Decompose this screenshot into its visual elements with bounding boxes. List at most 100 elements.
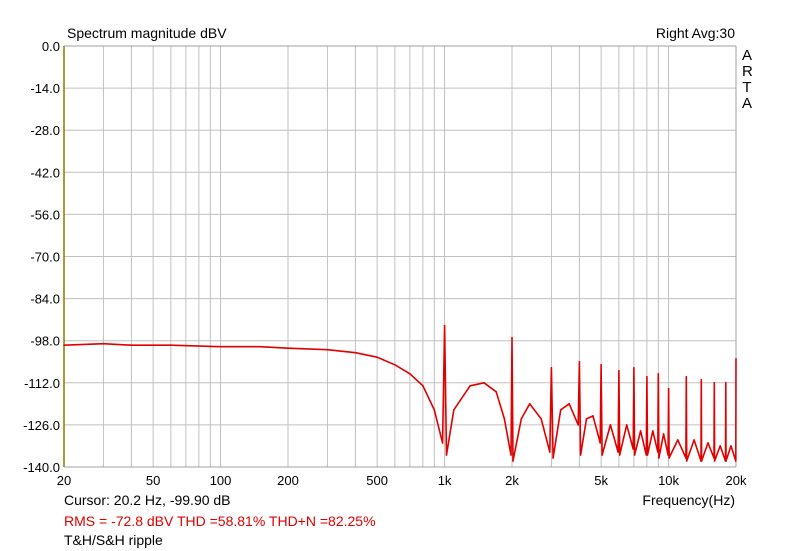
measurement-readout: RMS = -72.8 dBV THD =58.81% THD+N =82.25… bbox=[64, 513, 376, 529]
data-point bbox=[512, 460, 514, 462]
data-point bbox=[667, 388, 670, 390]
cursor-readout: Cursor: 20.2 Hz, -99.90 dB bbox=[64, 492, 231, 508]
data-point bbox=[503, 418, 506, 420]
data-point bbox=[443, 324, 446, 327]
data-point bbox=[685, 375, 688, 378]
data-point bbox=[700, 460, 703, 462]
data-point bbox=[511, 336, 513, 339]
data-point bbox=[617, 451, 619, 453]
x-tick-label: 5k bbox=[594, 473, 608, 488]
channel-average-label: Right Avg:30 bbox=[655, 25, 735, 41]
data-point bbox=[510, 454, 512, 456]
data-point bbox=[130, 344, 133, 347]
data-point bbox=[559, 409, 562, 411]
data-point bbox=[550, 366, 553, 369]
y-tick-label: -42.0 bbox=[30, 165, 60, 180]
data-point bbox=[730, 445, 732, 447]
data-point bbox=[725, 460, 727, 462]
data-point bbox=[609, 424, 612, 426]
data-point bbox=[658, 457, 660, 459]
spectrum-trace bbox=[63, 324, 737, 462]
x-tick-label: 2k bbox=[505, 473, 519, 488]
data-point bbox=[394, 363, 396, 366]
brand-text: ARTA bbox=[742, 47, 753, 112]
data-point bbox=[170, 344, 172, 347]
x-tick-label: 500 bbox=[366, 473, 388, 488]
data-point bbox=[578, 360, 581, 363]
data-point bbox=[662, 433, 665, 435]
data-point bbox=[102, 342, 105, 345]
data-point bbox=[618, 454, 621, 456]
data-point bbox=[287, 347, 289, 350]
data-point bbox=[540, 418, 542, 420]
data-point bbox=[651, 430, 654, 432]
data-point bbox=[469, 385, 471, 387]
data-point bbox=[441, 442, 444, 444]
data-point bbox=[677, 439, 679, 441]
x-tick-label: 1k bbox=[438, 473, 452, 488]
data-point bbox=[259, 345, 261, 348]
y-tick-label: -56.0 bbox=[30, 207, 60, 222]
y-tick-label: -70.0 bbox=[30, 250, 60, 265]
data-point bbox=[656, 451, 659, 453]
data-point bbox=[633, 454, 636, 456]
data-point bbox=[326, 348, 329, 351]
data-point bbox=[633, 366, 635, 369]
arta-brand-label: ARTA bbox=[740, 48, 754, 112]
data-point bbox=[445, 454, 448, 456]
data-point bbox=[668, 457, 670, 459]
data-point bbox=[568, 403, 570, 405]
y-tick-label: -126.0 bbox=[23, 418, 60, 433]
x-tick-label: 200 bbox=[277, 473, 299, 488]
x-axis-label: Frequency(Hz) bbox=[642, 492, 735, 508]
data-point bbox=[592, 415, 594, 417]
data-point bbox=[685, 457, 687, 459]
x-tick-label: 10k bbox=[658, 473, 679, 488]
y-tick-label: -28.0 bbox=[30, 123, 60, 138]
data-point bbox=[600, 363, 602, 366]
data-point bbox=[354, 351, 357, 354]
data-point bbox=[719, 445, 721, 447]
data-point bbox=[645, 454, 648, 456]
data-point bbox=[577, 424, 580, 426]
data-point bbox=[585, 418, 588, 420]
data-point bbox=[713, 460, 716, 462]
data-point bbox=[549, 451, 551, 453]
data-point bbox=[520, 418, 523, 420]
data-point bbox=[734, 460, 737, 462]
data-point bbox=[495, 391, 497, 393]
data-point bbox=[713, 457, 715, 459]
chart-title: Spectrum magnitude dBV bbox=[67, 25, 227, 41]
x-tick-label: 20k bbox=[726, 473, 747, 488]
data-point bbox=[422, 385, 424, 387]
data-point bbox=[433, 409, 436, 411]
y-tick-label: -14.0 bbox=[30, 81, 60, 96]
data-point bbox=[219, 345, 222, 348]
data-point bbox=[601, 454, 603, 456]
data-point bbox=[376, 356, 378, 359]
data-point bbox=[453, 409, 455, 411]
data-point bbox=[579, 454, 582, 456]
x-tick-label: 100 bbox=[210, 473, 232, 488]
data-point bbox=[713, 382, 716, 384]
data-point bbox=[693, 439, 695, 441]
data-point bbox=[646, 454, 649, 456]
data-point bbox=[707, 442, 709, 444]
data-point bbox=[685, 460, 688, 462]
x-tick-label: 50 bbox=[146, 473, 160, 488]
y-tick-label: 0.0 bbox=[42, 39, 60, 54]
data-point bbox=[409, 372, 411, 375]
y-tick-label: -84.0 bbox=[30, 292, 60, 307]
data-point bbox=[646, 375, 648, 378]
data-point bbox=[724, 382, 727, 384]
data-point bbox=[483, 382, 485, 384]
data-point bbox=[552, 457, 554, 459]
data-point bbox=[63, 344, 65, 347]
x-tick-label: 20 bbox=[57, 473, 71, 488]
data-point bbox=[735, 357, 737, 360]
y-tick-label: -112.0 bbox=[24, 376, 60, 391]
y-tick-label: -98.0 bbox=[30, 334, 60, 349]
data-point bbox=[528, 403, 531, 405]
data-point bbox=[657, 372, 660, 375]
